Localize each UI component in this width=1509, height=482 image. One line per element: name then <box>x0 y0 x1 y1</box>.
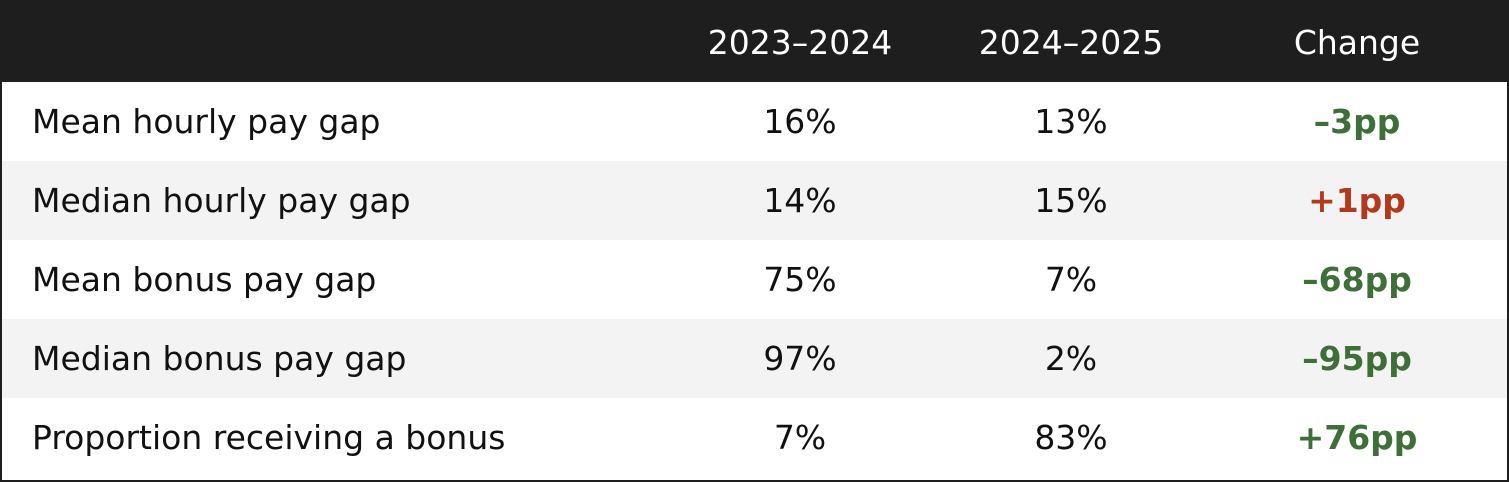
row-label: Median hourly pay gap <box>32 181 411 220</box>
change-cell: +76pp <box>1296 418 1418 457</box>
row: Mean hourly pay gap 16% 13% –3pp <box>2 82 1507 161</box>
header-row: 2023–2024 2024–2025 Change <box>2 2 1507 82</box>
cell: 13% <box>1034 102 1108 141</box>
row: Median bonus pay gap 97% 2% –95pp <box>2 319 1507 398</box>
row: Mean bonus pay gap 75% 7% –68pp <box>2 240 1507 319</box>
change-cell: –68pp <box>1302 260 1412 299</box>
header-cell: 2024–2025 <box>978 22 1164 62</box>
row: Proportion receiving a bonus 7% 83% +76p… <box>2 398 1507 477</box>
header-cell: 2023–2024 <box>707 22 893 62</box>
change-cell: +1pp <box>1308 181 1406 220</box>
cell: 14% <box>763 181 837 220</box>
cell: 2% <box>1044 339 1098 378</box>
row: Median hourly pay gap 14% 15% +1pp <box>2 161 1507 240</box>
cell: 97% <box>763 339 837 378</box>
change-cell: –95pp <box>1302 339 1412 378</box>
cell: 7% <box>773 418 827 457</box>
cell: 75% <box>763 260 837 299</box>
cell: 15% <box>1034 181 1108 220</box>
header-cell: Change <box>1293 22 1421 62</box>
header-cell <box>2 2 665 82</box>
cell: 16% <box>763 102 837 141</box>
change-cell: –3pp <box>1313 102 1401 141</box>
row-label: Mean hourly pay gap <box>32 102 381 141</box>
cell: 7% <box>1044 260 1098 299</box>
row-label: Mean bonus pay gap <box>32 260 377 299</box>
row-label: Median bonus pay gap <box>32 339 407 378</box>
cell: 83% <box>1034 418 1108 457</box>
row-label: Proportion receiving a bonus <box>32 418 506 457</box>
